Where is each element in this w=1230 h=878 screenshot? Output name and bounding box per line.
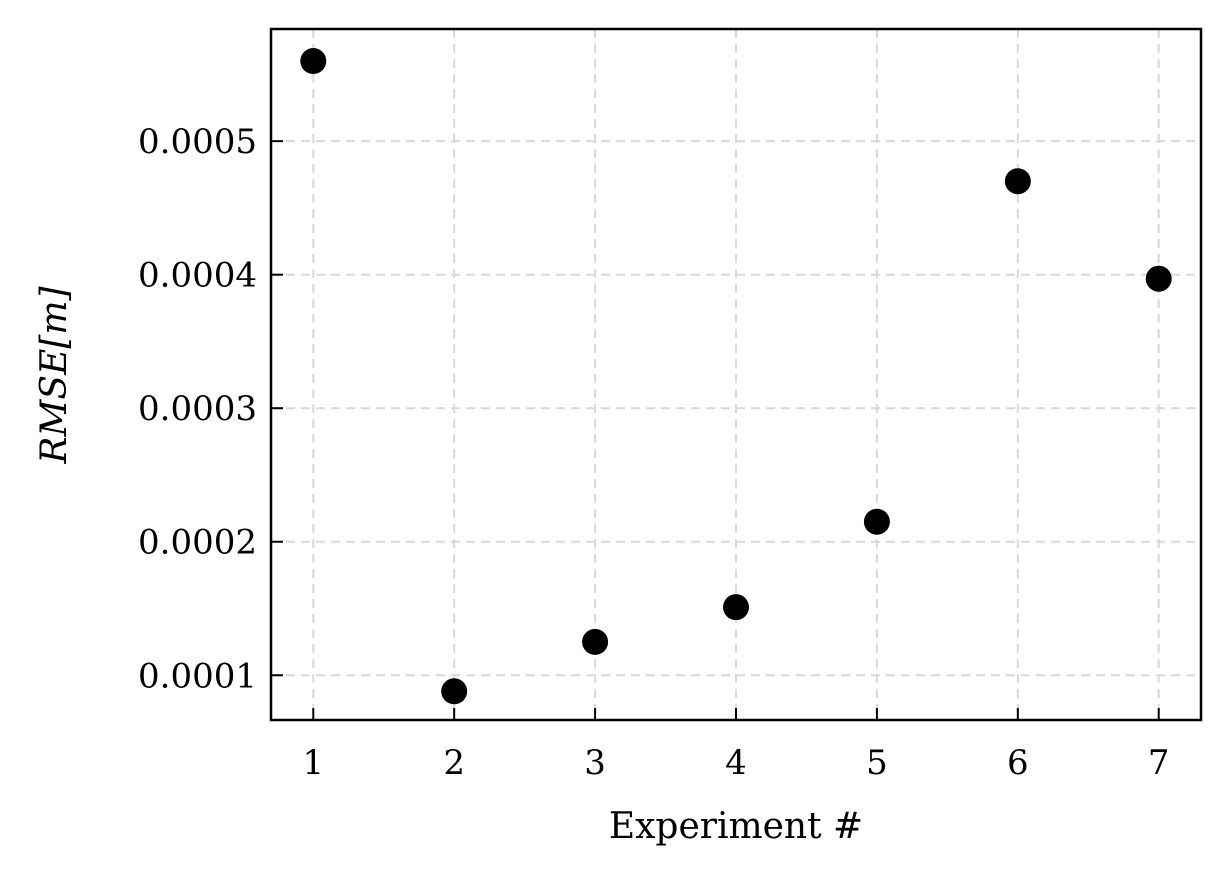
data-points xyxy=(300,48,1172,705)
y-axis-title: RMSE[m] xyxy=(34,285,75,464)
data-point xyxy=(582,628,609,655)
tick-labels: 1 2 3 4 5 6 7 0.0001 0.0002 0.0003 0.0004 0.0005 xyxy=(138,122,1170,783)
data-point xyxy=(863,508,890,535)
data-point xyxy=(1004,168,1031,195)
x-tick-label: 6 xyxy=(1007,743,1029,783)
x-axis-title: Experiment # xyxy=(609,806,863,847)
data-point xyxy=(1145,265,1172,292)
plot-frame xyxy=(269,27,1203,722)
data-point xyxy=(723,594,749,621)
x-tick-label: 2 xyxy=(443,743,465,783)
y-tick-label: 0.0002 xyxy=(138,523,257,563)
x-tick-label: 4 xyxy=(725,743,747,783)
x-tick-label: 5 xyxy=(866,743,888,783)
y-tick-label: 0.0005 xyxy=(138,122,257,162)
grid-lines xyxy=(271,29,1201,720)
y-tick-label: 0.0003 xyxy=(138,389,257,429)
x-tick-label: 3 xyxy=(584,743,606,783)
data-point xyxy=(300,48,327,75)
data-point xyxy=(441,678,468,705)
axis-ticks xyxy=(271,140,1160,720)
y-tick-label: 0.0001 xyxy=(138,656,257,696)
y-tick-label: 0.0004 xyxy=(138,256,257,296)
x-tick-label: 7 xyxy=(1148,743,1170,783)
x-tick-label: 1 xyxy=(302,743,324,783)
